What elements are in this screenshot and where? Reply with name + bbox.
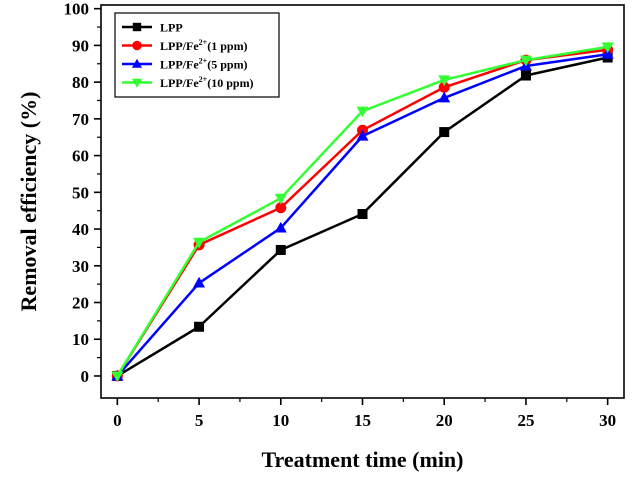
legend: LPP LPP/Fe2+(1 ppm) LPP/Fe2+(5 ppm) LPP/Fe2… — [114, 12, 280, 98]
data-point — [357, 208, 368, 219]
axis-labels: Treatment time (min) Removal efficiency … — [16, 92, 464, 472]
legend-marker — [132, 22, 142, 32]
data-point — [438, 81, 450, 93]
data-point — [519, 55, 532, 67]
data-point — [193, 237, 206, 249]
y-tick-label: 30 — [72, 257, 89, 276]
data-point — [275, 244, 286, 255]
data-point — [275, 202, 287, 214]
legend-label: LPP/Fe2+(1 ppm) — [160, 38, 248, 53]
data-point — [601, 42, 614, 54]
y-tick-label: 40 — [72, 220, 89, 239]
legend-entry-3: LPP/Fe2+(5 ppm) — [122, 57, 248, 72]
data-point — [520, 70, 531, 81]
y-tick-label: 20 — [72, 294, 89, 313]
data-point — [601, 47, 614, 59]
x-tick-label: 5 — [195, 411, 204, 430]
x-tick-label: 10 — [272, 411, 289, 430]
series-layer — [111, 42, 614, 383]
y-tick-label: 0 — [81, 367, 90, 386]
legend-entry-1: LPP — [122, 21, 183, 35]
y-tick-label: 10 — [72, 330, 89, 349]
y-axis-label: Removal efficiency (%) — [16, 92, 41, 312]
series-4 — [111, 42, 614, 383]
data-point — [438, 75, 451, 87]
data-point — [111, 371, 124, 383]
y-tick-label: 100 — [64, 0, 90, 19]
y-tick-label: 60 — [72, 147, 89, 166]
x-tick-label: 0 — [113, 411, 122, 430]
data-point — [438, 91, 451, 103]
legend-label: LPP — [160, 21, 183, 35]
x-tick-label: 15 — [354, 411, 371, 430]
axes-layer: 0 5 10 15 20 25 30 0 10 20 30 40 50 60 70 80 90 100 — [64, 0, 625, 430]
legend-entry-2: LPP/Fe2+(1 ppm) — [122, 38, 248, 53]
data-point — [274, 193, 287, 205]
y-tick-label: 90 — [72, 36, 89, 55]
legend-marker — [131, 78, 143, 88]
x-tick-label: 30 — [599, 411, 616, 430]
x-tick-label: 20 — [436, 411, 453, 430]
series-1 — [112, 52, 613, 381]
data-point — [356, 129, 369, 141]
legend-label: LPP/Fe2+(10 ppm) — [160, 75, 254, 90]
x-axis-label: Treatment time (min) — [261, 447, 463, 472]
data-point — [439, 127, 450, 138]
data-point — [356, 106, 369, 118]
legend-label: LPP/Fe2+(5 ppm) — [160, 57, 248, 72]
y-tick-label: 50 — [72, 183, 89, 202]
x-tick-label: 25 — [517, 411, 534, 430]
legend-marker — [132, 40, 142, 51]
y-tick-label: 80 — [72, 73, 89, 92]
legend-marker — [131, 58, 143, 68]
data-point — [194, 321, 205, 332]
y-tick-label: 70 — [72, 110, 89, 129]
legend-entry-4: LPP/Fe2+(10 ppm) — [122, 75, 254, 90]
data-point — [193, 276, 206, 288]
data-point — [274, 221, 287, 233]
